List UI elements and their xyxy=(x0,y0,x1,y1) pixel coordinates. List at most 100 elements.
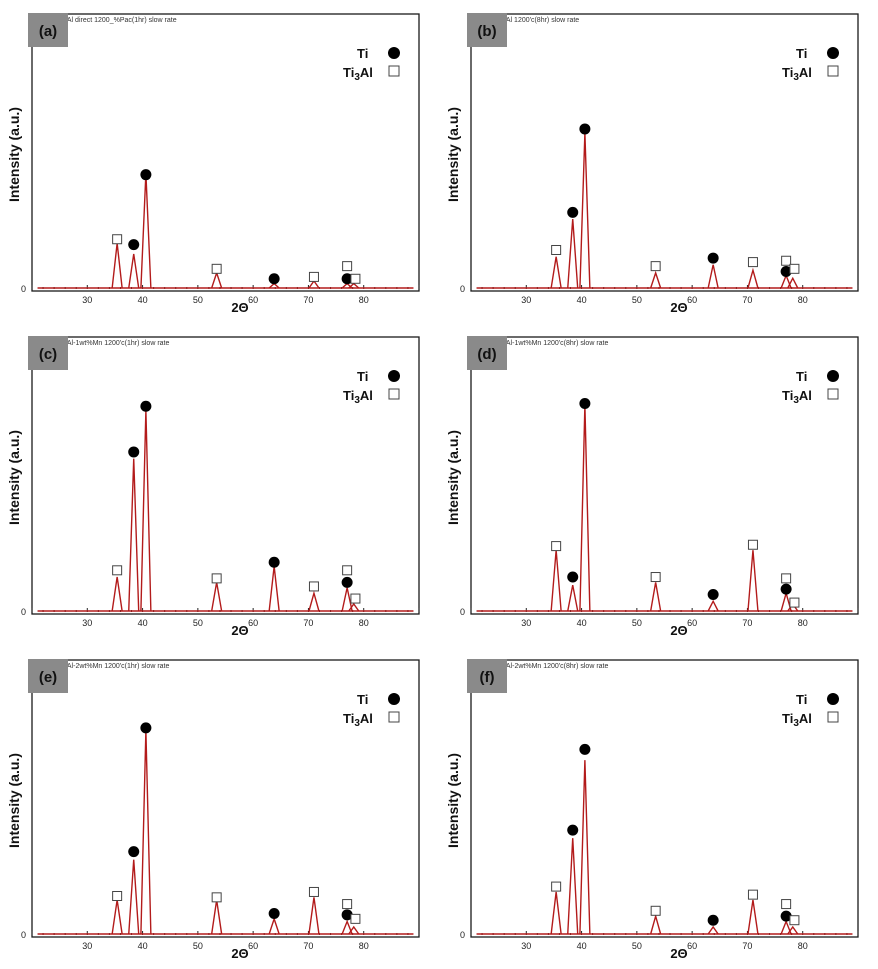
ti-marker xyxy=(567,824,579,836)
x-tick-label: 60 xyxy=(248,295,258,305)
x-tick-label: 50 xyxy=(193,618,203,628)
panel-badge: (d) xyxy=(467,336,507,370)
ti3al-marker xyxy=(308,581,319,592)
x-tick-label: 60 xyxy=(687,295,697,305)
x-tick-label: 30 xyxy=(82,941,92,951)
x-tick-label: 70 xyxy=(742,618,752,628)
ti-marker xyxy=(268,556,280,568)
ti3al-marker xyxy=(747,889,758,900)
y-axis-label: Intensity (a.u.) xyxy=(445,107,461,202)
x-tick-label: 40 xyxy=(138,295,148,305)
y-zero-label: 0 xyxy=(21,284,26,294)
plot-frame xyxy=(470,659,859,938)
x-tick-label: 50 xyxy=(632,295,642,305)
ti-marker xyxy=(140,400,152,412)
chart-header: LAl 1200'c(8hr) slow rate xyxy=(502,17,579,24)
panel-badge-label: (e) xyxy=(39,669,57,686)
ti3al-marker xyxy=(350,913,361,924)
legend-ti-icon xyxy=(388,370,400,382)
peak-ti3al xyxy=(649,582,662,612)
peak-ti3al xyxy=(787,276,799,289)
ti3al-marker xyxy=(112,565,123,576)
peak-ti3al xyxy=(650,270,662,289)
x-tick-label: 40 xyxy=(138,618,148,628)
x-tick-label: 70 xyxy=(303,295,313,305)
panel-badge-label: (b) xyxy=(477,23,496,40)
x-axis-label: 2Θ xyxy=(670,623,687,638)
x-axis-label: 2Θ xyxy=(231,300,248,315)
legend-ti-icon xyxy=(827,693,839,705)
ti-marker xyxy=(707,589,719,601)
x-tick-label: 80 xyxy=(798,941,808,951)
peak-ti3al xyxy=(111,576,123,612)
plot-frame xyxy=(31,659,420,938)
ti3al-marker xyxy=(789,597,800,608)
ti3al-marker xyxy=(308,886,319,897)
chart-header: LAl direct 1200_%Pac(1hr) slow rate xyxy=(63,17,177,24)
ti3al-marker xyxy=(781,899,792,910)
ti3al-marker xyxy=(551,881,562,892)
plot-frame xyxy=(31,336,420,615)
x-tick-label: 60 xyxy=(687,618,697,628)
x-tick-label: 60 xyxy=(248,941,258,951)
x-tick-label: 30 xyxy=(521,618,531,628)
legend-ti-label: Ti xyxy=(357,692,368,707)
ti3al-marker xyxy=(211,892,222,903)
y-axis-label: Intensity (a.u.) xyxy=(445,430,461,525)
x-tick-label: 40 xyxy=(577,941,587,951)
ti3al-marker xyxy=(551,541,562,552)
ti-marker xyxy=(128,846,140,858)
ti-marker xyxy=(140,169,152,181)
legend-ti3al-icon xyxy=(388,65,400,77)
legend-ti3al-label: Ti3Al xyxy=(343,388,373,406)
x-tick-label: 80 xyxy=(359,295,369,305)
x-tick-label: 30 xyxy=(82,618,92,628)
ti-marker xyxy=(780,910,792,922)
peak-ti xyxy=(567,584,579,612)
panel-badge: (b) xyxy=(467,13,507,47)
peak-ti3al xyxy=(650,913,662,935)
chart-header: LAl-1wt%Mn 1200'c(8hr) slow rate xyxy=(502,340,608,347)
xrd-panel-e: LAl-2wt%Mn 1200'c(1hr) slow rate (e) Ti Ti3… xyxy=(0,646,439,969)
panel-badge: (e) xyxy=(28,659,68,693)
peak-ti3al xyxy=(308,590,320,612)
ti-marker xyxy=(341,273,353,285)
peak-ti xyxy=(341,919,353,935)
x-tick-label: 40 xyxy=(138,941,148,951)
ti-marker xyxy=(128,446,140,458)
x-tick-label: 30 xyxy=(82,295,92,305)
ti3al-marker xyxy=(789,263,800,274)
peak-ti3al xyxy=(348,602,360,612)
peak-ti xyxy=(707,264,719,289)
ti-marker xyxy=(268,273,280,285)
xrd-panel-f: LAl-2wt%Mn 1200'c(8hr) slow rate (f) Ti Ti3… xyxy=(439,646,878,969)
legend-ti-label: Ti xyxy=(796,692,807,707)
y-axis-label: Intensity (a.u.) xyxy=(6,430,22,525)
peak-ti3al xyxy=(308,897,320,935)
ti3al-marker xyxy=(551,244,562,255)
legend: Ti Ti3Al xyxy=(782,46,839,83)
xrd-chart: LAl 1200'c(8hr) slow rate (b) Ti Ti3Al Inten… xyxy=(445,13,859,315)
x-tick-label: 80 xyxy=(798,618,808,628)
xrd-panel-c: LAl-1wt%Mn 1200'c(1hr) slow rate (c) Ti Ti3… xyxy=(0,323,439,646)
legend-ti-icon xyxy=(388,693,400,705)
peak-ti xyxy=(579,760,591,935)
panel-badge: (c) xyxy=(28,336,68,370)
legend-ti3al-label: Ti3Al xyxy=(343,65,373,83)
ti-marker xyxy=(707,914,719,926)
xrd-chart: LAl direct 1200_%Pac(1hr) slow rate (a) Ti… xyxy=(6,13,420,315)
chart-header: LAl-2wt%Mn 1200'c(8hr) slow rate xyxy=(502,663,608,670)
xrd-chart: LAl-2wt%Mn 1200'c(8hr) slow rate (f) Ti Ti3… xyxy=(445,659,859,961)
ti3al-marker xyxy=(342,261,353,272)
x-tick-label: 50 xyxy=(632,941,642,951)
ti3al-marker xyxy=(350,273,361,284)
legend-ti-icon xyxy=(827,370,839,382)
peak-ti xyxy=(567,219,579,289)
ti3al-marker xyxy=(650,572,661,583)
ti-marker xyxy=(707,252,719,264)
legend-ti3al-icon xyxy=(388,711,400,723)
peak-ti3al xyxy=(747,267,759,289)
ti-marker xyxy=(341,909,353,921)
ti3al-marker xyxy=(308,271,319,282)
ti3al-marker xyxy=(747,539,758,550)
